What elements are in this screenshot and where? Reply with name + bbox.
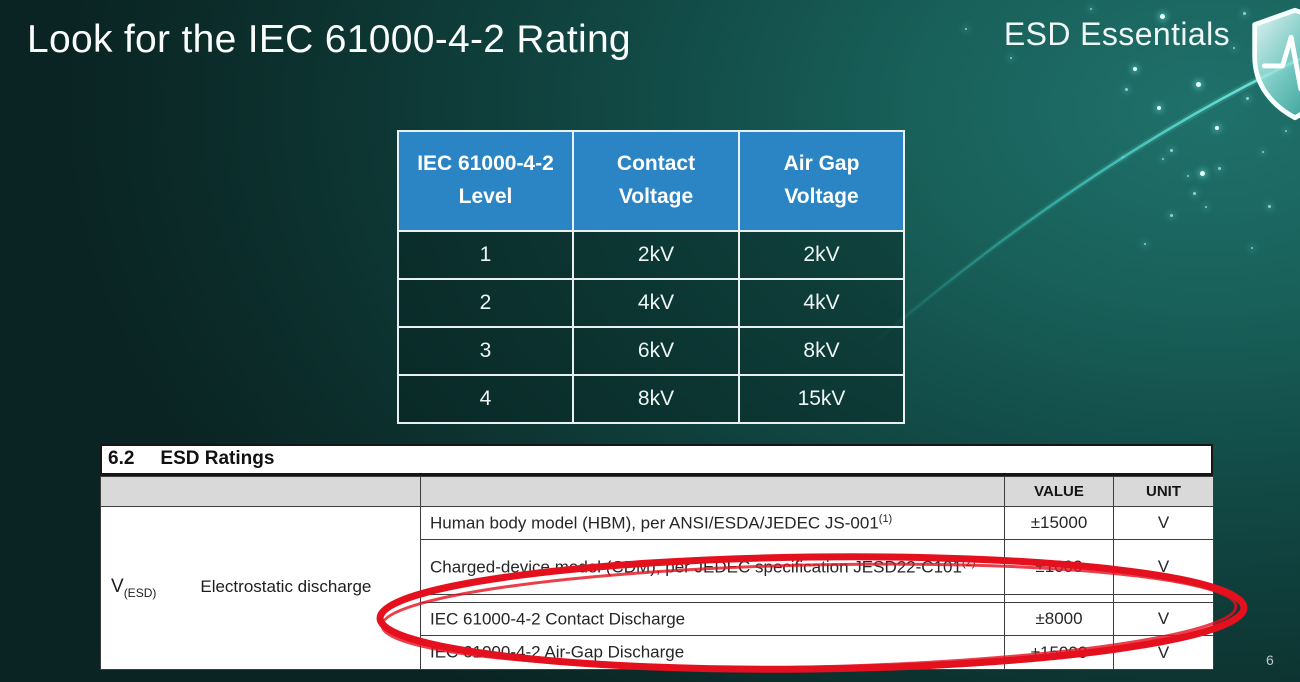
datasheet-excerpt: 6.2 ESD Ratings VALUE UNIT V(ESD) Electr… xyxy=(100,444,1214,670)
brand-name: ESD Essentials xyxy=(1003,16,1230,52)
row-description: Charged-device model (CDM), per JEDEC sp… xyxy=(420,539,1005,595)
table-row: V(ESD) Electrostatic discharge Human bod… xyxy=(100,506,1214,670)
symbol-subscript: (ESD) xyxy=(123,585,157,600)
unit-column-header: UNIT xyxy=(1113,476,1214,507)
datasheet-section-heading: 6.2 ESD Ratings xyxy=(100,444,1213,476)
row-value: ±1000 xyxy=(1004,539,1114,595)
symbol-cell: V(ESD) Electrostatic discharge xyxy=(100,506,421,670)
star-dot xyxy=(1144,243,1146,245)
row-description: Human body model (HBM), per ANSI/ESDA/JE… xyxy=(420,506,1005,540)
col-header-contact-voltage: Contact Voltage xyxy=(572,130,740,232)
star-dot xyxy=(1243,12,1246,15)
row-unit: V xyxy=(1113,602,1214,636)
star-dot xyxy=(1162,158,1164,160)
star-dot xyxy=(1285,130,1287,132)
row-description: IEC 61000-4-2 Contact Discharge xyxy=(420,602,1005,636)
row-value: ±15000 xyxy=(1004,635,1114,670)
star-dot xyxy=(1125,88,1128,91)
star-dot xyxy=(1196,82,1201,87)
row-unit: V xyxy=(1113,635,1214,670)
star-dot xyxy=(1193,192,1196,195)
table-row: 2 4kV 4kV xyxy=(397,278,905,328)
parameter-label: Electrostatic discharge xyxy=(200,577,372,597)
shield-logo-icon xyxy=(1252,7,1300,121)
star-dot xyxy=(1090,8,1092,10)
page-title: Look for the IEC 61000-4-2 Rating xyxy=(27,18,631,61)
star-dot xyxy=(1170,214,1173,217)
esd-table-header-row: VALUE UNIT xyxy=(100,476,1214,507)
row-unit: V xyxy=(1113,506,1214,540)
star-dot xyxy=(1251,247,1253,249)
star-dot xyxy=(1233,47,1235,49)
symbol: V xyxy=(111,576,124,598)
row-value: ±8000 xyxy=(1004,602,1114,636)
star-dot xyxy=(1010,57,1012,59)
star-dot xyxy=(1157,106,1161,110)
row-value: ±15000 xyxy=(1004,506,1114,540)
star-dot xyxy=(1187,175,1189,177)
col-header-level: IEC 61000-4-2 Level xyxy=(397,130,574,232)
star-dot xyxy=(1268,205,1271,208)
star-dot xyxy=(1160,14,1165,19)
value-column-header: VALUE xyxy=(1004,476,1114,507)
star-dot xyxy=(1205,206,1207,208)
section-number: 6.2 xyxy=(108,448,135,469)
table-row: 1 2kV 2kV xyxy=(397,230,905,280)
star-dot xyxy=(1262,151,1264,153)
star-dot xyxy=(1122,156,1124,158)
esd-ratings-table: VALUE UNIT V(ESD) Electrostatic discharg… xyxy=(100,476,1214,670)
star-dot xyxy=(1170,149,1173,152)
star-dot xyxy=(1133,67,1137,71)
star-dot xyxy=(1200,171,1205,176)
star-dot xyxy=(1218,167,1221,170)
col-header-air-gap-voltage: Air Gap Voltage xyxy=(738,130,905,232)
section-title: ESD Ratings xyxy=(160,448,275,469)
star-dot xyxy=(965,28,967,30)
iec-rating-table: IEC 61000-4-2 Level Contact Voltage Air … xyxy=(397,130,905,424)
row-description: IEC 61000-4-2 Air-Gap Discharge xyxy=(420,635,1005,670)
table-row: 4 8kV 15kV xyxy=(397,374,905,424)
star-dot xyxy=(1215,126,1219,130)
page-number: 6 xyxy=(1266,652,1274,668)
rating-table-header-row: IEC 61000-4-2 Level Contact Voltage Air … xyxy=(397,130,905,232)
row-unit: V xyxy=(1113,539,1214,595)
table-row: 3 6kV 8kV xyxy=(397,326,905,376)
